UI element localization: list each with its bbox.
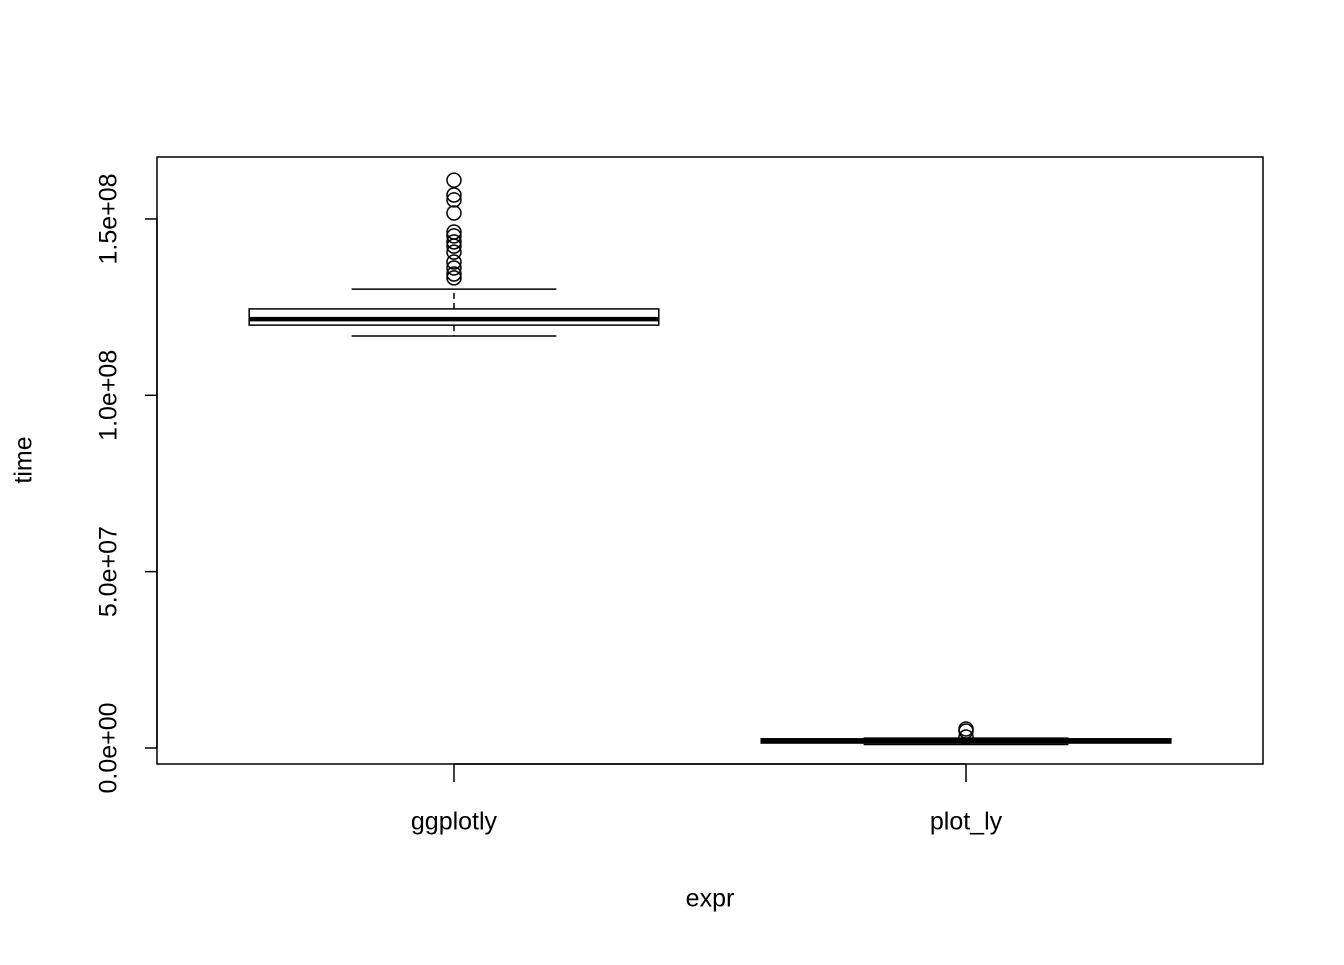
outlier <box>958 723 974 739</box>
x-axis-label: expr <box>686 885 735 913</box>
outlier <box>446 172 462 188</box>
outlier <box>446 260 462 276</box>
outlier <box>446 228 462 244</box>
y-axis-label: time <box>10 436 38 483</box>
outlier <box>446 266 462 282</box>
outlier <box>446 270 462 286</box>
outlier <box>446 205 462 221</box>
y-tick-label: 1.0e+08 <box>95 350 123 441</box>
y-tick-label: 1.5e+08 <box>95 173 123 264</box>
x-tick-label: ggplotly <box>411 808 498 836</box>
outlier <box>446 254 462 270</box>
plot-frame <box>156 156 1264 765</box>
outlier <box>446 234 462 250</box>
y-tick-label: 0.0e+00 <box>95 702 123 793</box>
y-tick-label: 5.0e+07 <box>95 526 123 617</box>
outlier <box>446 192 462 208</box>
outlier <box>446 238 462 254</box>
x-tick-label: plot_ly <box>930 808 1003 836</box>
outlier <box>446 187 462 203</box>
outlier <box>958 729 974 745</box>
outlier <box>446 244 462 260</box>
